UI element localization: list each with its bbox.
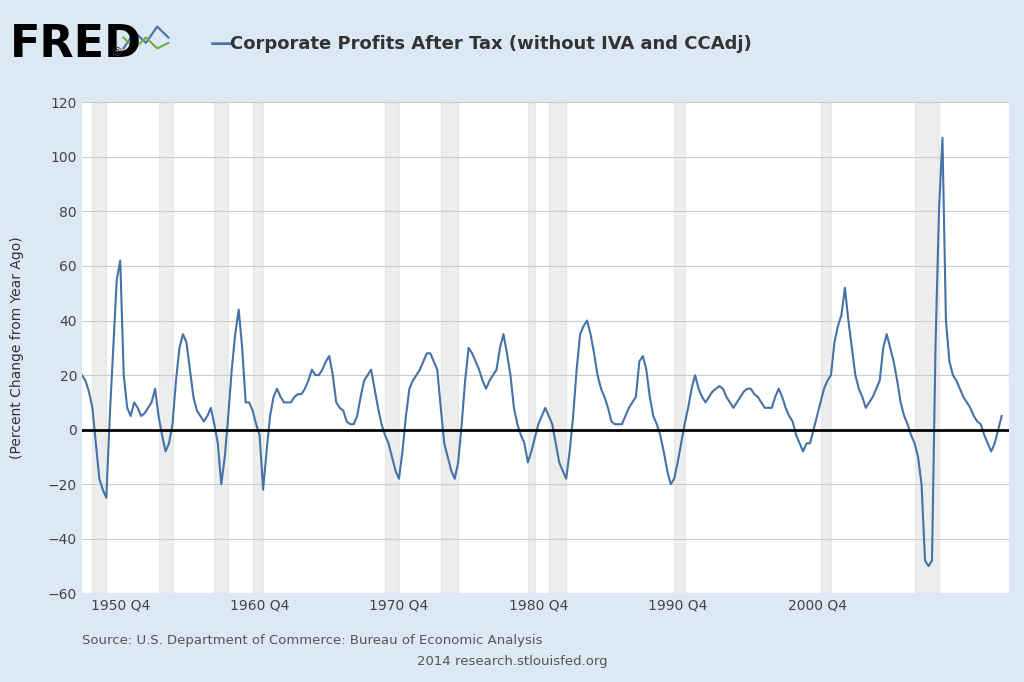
Text: Source: U.S. Department of Commerce: Bureau of Economic Analysis: Source: U.S. Department of Commerce: Bur… xyxy=(82,634,543,647)
Bar xyxy=(159,102,172,593)
Bar xyxy=(527,102,535,593)
Bar xyxy=(440,102,458,593)
Bar xyxy=(674,102,685,593)
Bar xyxy=(92,102,106,593)
Bar xyxy=(549,102,566,593)
Text: (Percent Change from Year Ago): (Percent Change from Year Ago) xyxy=(10,237,25,459)
Bar xyxy=(914,102,939,593)
Text: FRED: FRED xyxy=(10,23,142,66)
Text: Corporate Profits After Tax (without IVA and CCAdj): Corporate Profits After Tax (without IVA… xyxy=(230,35,753,53)
Bar xyxy=(253,102,263,593)
Bar xyxy=(385,102,399,593)
Text: —: — xyxy=(210,34,232,55)
Bar xyxy=(820,102,830,593)
Text: 2014 research.stlouisfed.org: 2014 research.stlouisfed.org xyxy=(417,655,607,668)
Text: ®: ® xyxy=(111,46,123,59)
Bar xyxy=(214,102,228,593)
